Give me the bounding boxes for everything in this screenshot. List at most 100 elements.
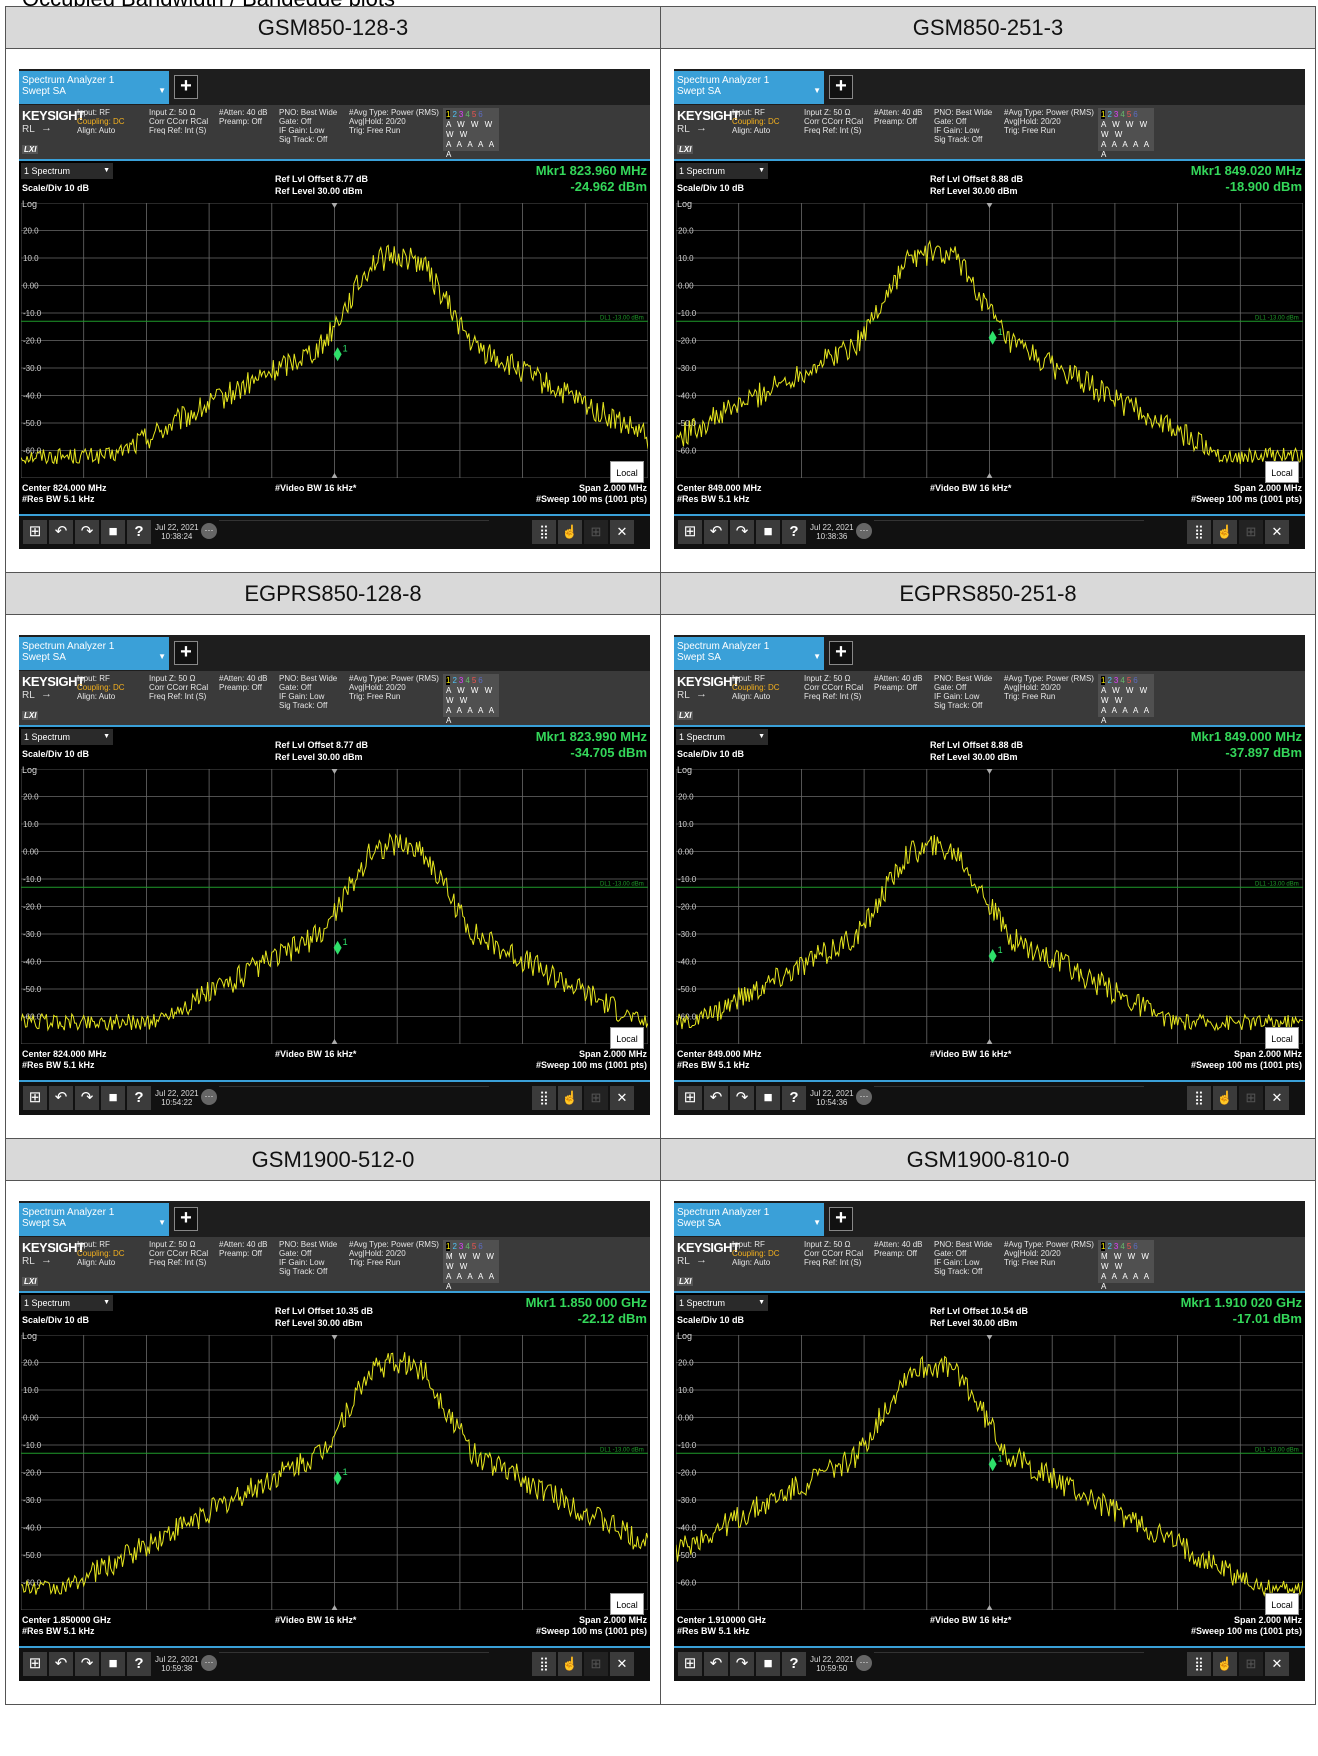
marker-diamond[interactable] xyxy=(988,330,997,345)
window-dropdown[interactable]: 1 Spectrum ▼ xyxy=(676,1295,768,1311)
grid-icon[interactable]: ⣿ xyxy=(532,520,556,544)
help-icon[interactable]: ? xyxy=(127,1086,151,1110)
redo-icon[interactable]: ↷ xyxy=(75,1652,99,1676)
more-icon[interactable]: ··· xyxy=(201,1655,217,1671)
settings-panel[interactable]: KEYSIGHT RL → LXI Input: RF Coupling: DC… xyxy=(674,1237,1305,1291)
align-label: Align: Auto xyxy=(732,1258,771,1267)
marker-diamond[interactable] xyxy=(333,347,342,362)
undo-icon[interactable]: ↶ xyxy=(704,520,728,544)
windows-icon[interactable]: ⊞ xyxy=(23,520,47,544)
touch-icon[interactable]: ☝ xyxy=(1213,1652,1237,1676)
grid-icon[interactable]: ⣿ xyxy=(1187,1652,1211,1676)
grid-icon[interactable]: ⣿ xyxy=(532,1652,556,1676)
mode-tab[interactable]: Spectrum Analyzer 1 Swept SA ▼ xyxy=(674,71,824,104)
help-icon[interactable]: ? xyxy=(127,520,151,544)
more-icon[interactable]: ··· xyxy=(856,523,872,539)
spectrum-plot[interactable]: 20.010.00.00-10.0-20.0-30.0-40.0-50.0-60… xyxy=(21,203,648,478)
spectrum-plot[interactable]: 20.010.00.00-10.0-20.0-30.0-40.0-50.0-60… xyxy=(21,769,648,1044)
input-label: Input: RF xyxy=(732,674,765,683)
redo-icon[interactable]: ↷ xyxy=(75,1086,99,1110)
file-icon[interactable]: ■ xyxy=(101,520,125,544)
window-dropdown[interactable]: 1 Spectrum ▼ xyxy=(676,163,768,179)
undo-icon[interactable]: ↶ xyxy=(704,1086,728,1110)
fullscreen-icon[interactable]: ✕ xyxy=(1265,1652,1289,1676)
grid-icon[interactable]: ⣿ xyxy=(1187,1086,1211,1110)
add-screen-button[interactable]: + xyxy=(174,75,198,99)
touch-icon[interactable]: ☝ xyxy=(1213,1086,1237,1110)
local-button[interactable]: Local xyxy=(1265,1593,1299,1615)
more-icon[interactable]: ··· xyxy=(856,1655,872,1671)
grid-icon[interactable]: ⣿ xyxy=(532,1086,556,1110)
local-button[interactable]: Local xyxy=(610,461,644,483)
mode-tab[interactable]: Spectrum Analyzer 1 Swept SA ▼ xyxy=(19,1203,169,1236)
window-dropdown[interactable]: 1 Spectrum ▼ xyxy=(21,163,113,179)
windows-icon[interactable]: ⊞ xyxy=(23,1652,47,1676)
marker-diamond[interactable] xyxy=(988,1457,997,1472)
window-dropdown[interactable]: 1 Spectrum ▼ xyxy=(21,729,113,745)
window-dropdown[interactable]: 1 Spectrum ▼ xyxy=(676,729,768,745)
help-icon[interactable]: ? xyxy=(782,1086,806,1110)
add-screen-button[interactable]: + xyxy=(829,75,853,99)
file-icon[interactable]: ■ xyxy=(756,1652,780,1676)
settings-panel[interactable]: KEYSIGHT RL → LXI Input: RF Coupling: DC… xyxy=(19,105,650,159)
add-screen-button[interactable]: + xyxy=(829,1207,853,1231)
file-icon[interactable]: ■ xyxy=(756,520,780,544)
windows-icon[interactable]: ⊞ xyxy=(678,1086,702,1110)
grid-icon[interactable]: ⣿ xyxy=(1187,520,1211,544)
help-icon[interactable]: ? xyxy=(782,1652,806,1676)
local-button[interactable]: Local xyxy=(610,1027,644,1049)
file-icon[interactable]: ■ xyxy=(101,1086,125,1110)
mode-tab[interactable]: Spectrum Analyzer 1 Swept SA ▼ xyxy=(19,71,169,104)
fullscreen-icon[interactable]: ✕ xyxy=(610,1086,634,1110)
mode-tab[interactable]: Spectrum Analyzer 1 Swept SA ▼ xyxy=(674,1203,824,1236)
fullscreen-icon[interactable]: ✕ xyxy=(1265,520,1289,544)
fullscreen-icon[interactable]: ✕ xyxy=(610,1652,634,1676)
undo-icon[interactable]: ↶ xyxy=(704,1652,728,1676)
fullscreen-icon[interactable]: ✕ xyxy=(610,520,634,544)
windows-icon[interactable]: ⊞ xyxy=(678,1652,702,1676)
window-dropdown[interactable]: 1 Spectrum ▼ xyxy=(21,1295,113,1311)
marker-diamond[interactable] xyxy=(988,949,997,963)
undo-icon[interactable]: ↶ xyxy=(49,1086,73,1110)
spectrum-plot[interactable]: 20.010.00.00-10.0-20.0-30.0-40.0-50.0-60… xyxy=(676,203,1303,478)
redo-icon[interactable]: ↷ xyxy=(730,1086,754,1110)
add-screen-button[interactable]: + xyxy=(174,641,198,665)
more-icon[interactable]: ··· xyxy=(201,1089,217,1105)
touch-icon[interactable]: ☝ xyxy=(558,1086,582,1110)
message-area xyxy=(219,1086,489,1111)
add-screen-button[interactable]: + xyxy=(829,641,853,665)
marker-diamond[interactable] xyxy=(333,1471,342,1485)
add-screen-button[interactable]: + xyxy=(174,1207,198,1231)
undo-icon[interactable]: ↶ xyxy=(49,520,73,544)
spectrum-plot[interactable]: 20.010.00.00-10.0-20.0-30.0-40.0-50.0-60… xyxy=(676,1335,1303,1610)
marker-diamond[interactable] xyxy=(333,940,342,955)
touch-icon[interactable]: ☝ xyxy=(558,1652,582,1676)
local-button[interactable]: Local xyxy=(610,1593,644,1615)
help-icon[interactable]: ? xyxy=(782,520,806,544)
redo-icon[interactable]: ↷ xyxy=(75,520,99,544)
local-button[interactable]: Local xyxy=(1265,1027,1299,1049)
spectrum-plot[interactable]: 20.010.00.00-10.0-20.0-30.0-40.0-50.0-60… xyxy=(21,1335,648,1610)
mode-tab[interactable]: Spectrum Analyzer 1 Swept SA ▼ xyxy=(19,637,169,670)
spectrum-plot[interactable]: 20.010.00.00-10.0-20.0-30.0-40.0-50.0-60… xyxy=(676,769,1303,1044)
file-icon[interactable]: ■ xyxy=(101,1652,125,1676)
mode-tab[interactable]: Spectrum Analyzer 1 Swept SA ▼ xyxy=(674,637,824,670)
windows-icon[interactable]: ⊞ xyxy=(23,1086,47,1110)
file-icon[interactable]: ■ xyxy=(756,1086,780,1110)
local-button[interactable]: Local xyxy=(1265,461,1299,483)
undo-icon[interactable]: ↶ xyxy=(49,1652,73,1676)
settings-panel[interactable]: KEYSIGHT RL → LXI Input: RF Coupling: DC… xyxy=(19,671,650,725)
touch-icon[interactable]: ☝ xyxy=(1213,520,1237,544)
settings-panel[interactable]: KEYSIGHT RL → LXI Input: RF Coupling: DC… xyxy=(674,105,1305,159)
windows-icon[interactable]: ⊞ xyxy=(678,520,702,544)
redo-icon[interactable]: ↷ xyxy=(730,1652,754,1676)
settings-panel[interactable]: KEYSIGHT RL → LXI Input: RF Coupling: DC… xyxy=(674,671,1305,725)
y-tick-label: -20.0 xyxy=(23,337,42,346)
redo-icon[interactable]: ↷ xyxy=(730,520,754,544)
more-icon[interactable]: ··· xyxy=(201,523,217,539)
more-icon[interactable]: ··· xyxy=(856,1089,872,1105)
settings-panel[interactable]: KEYSIGHT RL → LXI Input: RF Coupling: DC… xyxy=(19,1237,650,1291)
fullscreen-icon[interactable]: ✕ xyxy=(1265,1086,1289,1110)
help-icon[interactable]: ? xyxy=(127,1652,151,1676)
touch-icon[interactable]: ☝ xyxy=(558,520,582,544)
